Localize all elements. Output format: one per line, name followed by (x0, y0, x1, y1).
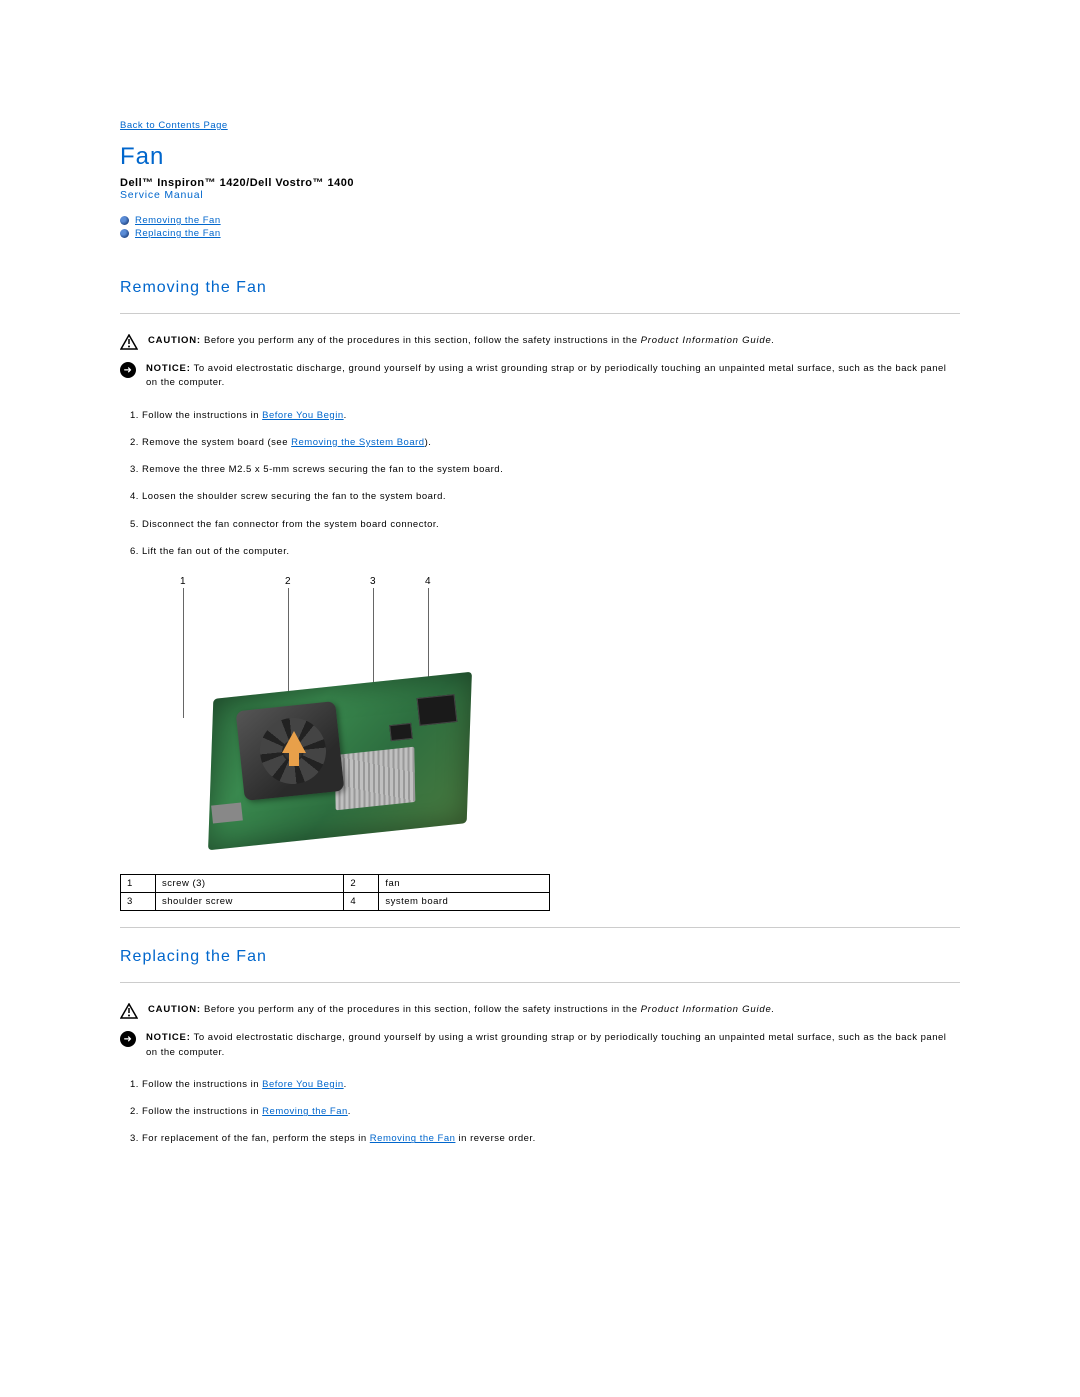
step-text: Follow the instructions in (142, 410, 262, 421)
callout-3: 3 (370, 576, 376, 587)
parts-table: 1 screw (3) 2 fan 3 shoulder screw 4 sys… (120, 874, 550, 911)
cell: shoulder screw (156, 893, 344, 911)
arrow-up-icon (282, 731, 306, 753)
step: Remove the system board (see Removing th… (142, 436, 960, 449)
callout-1: 1 (180, 576, 186, 587)
step-suffix: . (344, 1079, 347, 1090)
cell: system board (379, 893, 550, 911)
step-suffix: in reverse order. (455, 1133, 535, 1144)
caution-icon (120, 334, 138, 350)
cell: fan (379, 875, 550, 893)
heatsink (335, 747, 416, 811)
removing-steps: Follow the instructions in Before You Be… (120, 409, 960, 559)
toc-removing-link[interactable]: Removing the Fan (135, 215, 221, 226)
removing-heading: Removing the Fan (120, 279, 960, 297)
step: Remove the three M2.5 x 5-mm screws secu… (142, 463, 960, 476)
step-suffix: ). (425, 437, 432, 448)
step: Follow the instructions in Removing the … (142, 1105, 960, 1118)
divider (120, 927, 960, 928)
removing-fan-link[interactable]: Removing the Fan (370, 1133, 456, 1144)
caution-icon (120, 1003, 138, 1019)
notice-alert: NOTICE: To avoid electrostatic discharge… (120, 1031, 960, 1060)
step-text: Follow the instructions in (142, 1079, 262, 1090)
chip (389, 723, 413, 741)
caution-body: Before you perform any of the procedures… (204, 1004, 641, 1015)
lead-line (183, 588, 184, 718)
notice-body: To avoid electrostatic discharge, ground… (146, 363, 946, 388)
caution-label: CAUTION: (148, 335, 201, 346)
table-row: 3 shoulder screw 4 system board (121, 893, 550, 911)
cell: 3 (121, 893, 156, 911)
cell: screw (3) (156, 875, 344, 893)
removing-fan-link[interactable]: Removing the Fan (262, 1106, 348, 1117)
step: Loosen the shoulder screw securing the f… (142, 490, 960, 503)
notice-label: NOTICE: (146, 363, 191, 374)
step-text: Remove the system board (see (142, 437, 291, 448)
callout-2: 2 (285, 576, 291, 587)
divider (120, 313, 960, 314)
before-you-begin-link[interactable]: Before You Begin (262, 1079, 343, 1090)
notice-icon (120, 1031, 136, 1047)
port (211, 803, 243, 824)
removing-system-board-link[interactable]: Removing the System Board (291, 437, 424, 448)
callout-4: 4 (425, 576, 431, 587)
step-text: Follow the instructions in (142, 1106, 262, 1117)
toc-item: Removing the Fan (120, 215, 960, 226)
step: Follow the instructions in Before You Be… (142, 1078, 960, 1091)
step-suffix: . (348, 1106, 351, 1117)
replacing-steps: Follow the instructions in Before You Be… (120, 1078, 960, 1146)
lead-line (288, 588, 289, 706)
fan-diagram: 1 2 3 4 (150, 576, 960, 856)
step-text: For replacement of the fan, perform the … (142, 1133, 370, 1144)
arrow-stem (289, 752, 299, 766)
notice-alert: NOTICE: To avoid electrostatic discharge… (120, 362, 960, 391)
divider (120, 982, 960, 983)
notice-label: NOTICE: (146, 1032, 191, 1043)
notice-icon (120, 362, 136, 378)
before-you-begin-link[interactable]: Before You Begin (262, 410, 343, 421)
page-title: Fan (120, 143, 960, 171)
caution-label: CAUTION: (148, 1004, 201, 1015)
notice-body: To avoid electrostatic discharge, ground… (146, 1032, 946, 1057)
replacing-heading: Replacing the Fan (120, 948, 960, 966)
caution-alert: CAUTION: Before you perform any of the p… (120, 334, 960, 350)
cell: 4 (344, 893, 379, 911)
model-line: Dell™ Inspiron™ 1420/Dell Vostro™ 1400 (120, 177, 960, 189)
toc-replacing-link[interactable]: Replacing the Fan (135, 228, 221, 239)
step-suffix: . (344, 410, 347, 421)
subtitle: Service Manual (120, 189, 960, 201)
caution-text: CAUTION: Before you perform any of the p… (148, 334, 775, 348)
step: Disconnect the fan connector from the sy… (142, 518, 960, 531)
cell: 1 (121, 875, 156, 893)
caution-text: CAUTION: Before you perform any of the p… (148, 1003, 775, 1017)
caution-guide: Product Information Guide. (641, 1004, 775, 1015)
step: Follow the instructions in Before You Be… (142, 409, 960, 422)
caution-alert: CAUTION: Before you perform any of the p… (120, 1003, 960, 1019)
caution-body: Before you perform any of the procedures… (204, 335, 641, 346)
notice-text: NOTICE: To avoid electrostatic discharge… (146, 362, 960, 391)
bullet-icon (120, 229, 129, 238)
notice-text: NOTICE: To avoid electrostatic discharge… (146, 1031, 960, 1060)
table-row: 1 screw (3) 2 fan (121, 875, 550, 893)
step: Lift the fan out of the computer. (142, 545, 960, 558)
bullet-icon (120, 216, 129, 225)
cell: 2 (344, 875, 379, 893)
back-to-contents-link[interactable]: Back to Contents Page (120, 120, 228, 131)
table-of-contents: Removing the Fan Replacing the Fan (120, 215, 960, 239)
toc-item: Replacing the Fan (120, 228, 960, 239)
caution-guide: Product Information Guide. (641, 335, 775, 346)
step: For replacement of the fan, perform the … (142, 1132, 960, 1145)
chip (417, 694, 458, 726)
